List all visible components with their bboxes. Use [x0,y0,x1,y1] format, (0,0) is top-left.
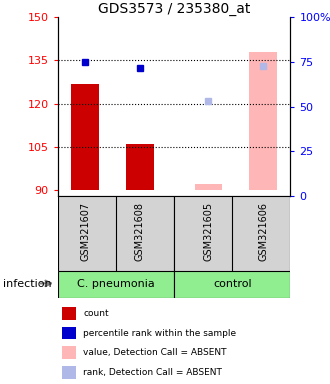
Title: GDS3573 / 235380_at: GDS3573 / 235380_at [98,2,250,16]
Bar [62,327,76,339]
Bar [58,271,174,298]
Text: GSM321605: GSM321605 [203,202,213,261]
Text: infection: infection [3,279,52,290]
Text: GSM321606: GSM321606 [258,202,268,261]
Text: GSM321607: GSM321607 [80,202,90,261]
Text: GSM321608: GSM321608 [135,202,145,261]
Bar [71,84,99,190]
Text: count: count [83,309,109,318]
Text: percentile rank within the sample: percentile rank within the sample [83,329,237,338]
Bar [174,196,290,271]
Bar [58,196,174,271]
Bar [126,144,153,190]
Text: control: control [213,279,251,290]
Bar [249,52,277,190]
Bar [62,346,76,359]
Text: value, Detection Call = ABSENT: value, Detection Call = ABSENT [83,348,227,357]
Bar [174,271,290,298]
Bar [62,307,76,320]
Text: C. pneumonia: C. pneumonia [77,279,155,290]
Bar [62,366,76,379]
Bar [195,184,222,190]
Text: rank, Detection Call = ABSENT: rank, Detection Call = ABSENT [83,368,222,377]
